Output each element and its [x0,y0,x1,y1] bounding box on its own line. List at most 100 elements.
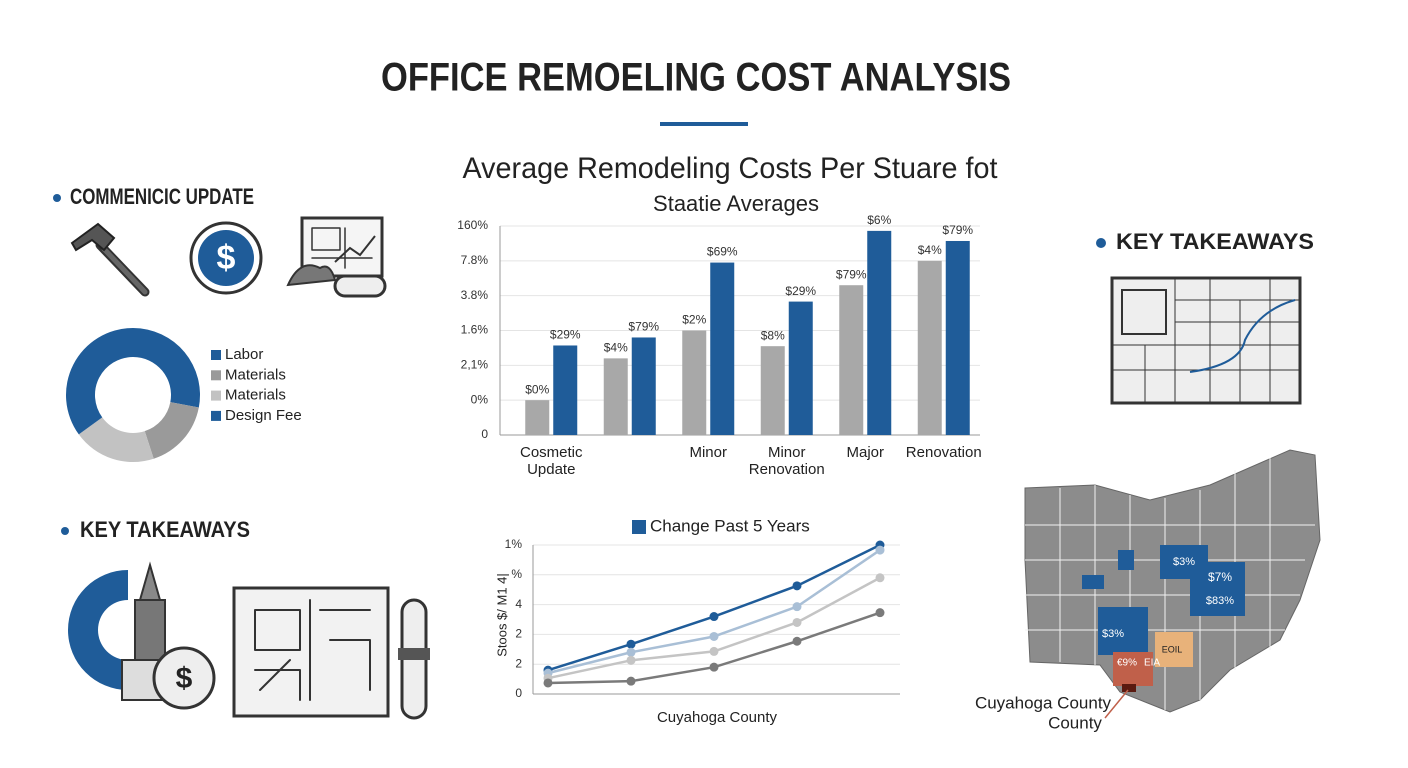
map-label: $83% [1206,595,1234,607]
x-tick-label-box: Renovation [905,445,982,461]
x-tick-label: Cosmetic Update [519,445,583,478]
bar-annotation: $79% [628,320,659,334]
y-tick-label: 2,1% [461,358,489,372]
legend-label: Materials [225,366,286,383]
legend-label: Labor [225,346,263,363]
bar-annotation: $6% [867,213,891,227]
takeaway-icons: $ [68,561,430,720]
bullet [61,527,69,535]
bar [710,262,735,435]
x-tick-label-box: Minor [689,445,727,461]
bar-annotation: $69% [707,245,738,259]
bar-annotation: $29% [550,328,581,342]
y-axis-label: Stoos $/ M1 4| [494,573,509,657]
point [626,647,636,657]
bar-annotation: $0% [525,382,549,396]
map-label: $7% [1208,570,1232,584]
legend-swatch [211,370,221,381]
bar [917,260,942,435]
bullet [53,194,61,202]
y-tick-label: 0% [471,392,489,406]
x-tick-label: Minor [689,445,727,461]
y-tick-label: 2 [515,627,522,641]
legend-swatch [211,350,221,360]
map-label: County [1048,713,1102,732]
legend-swatch [211,390,221,401]
y-tick-label: 3.8% [461,288,489,302]
x-tick-label-box: Cosmetic Update [519,445,583,478]
dollar-icon: $ [189,221,263,295]
point [709,612,719,622]
y-tick-label: 4 [515,597,522,611]
section-heading: KEY TAKEAWAYS [1116,229,1314,254]
y-tick-label: 2 [515,656,522,670]
map-label: $3% [1102,628,1124,640]
x-axis-label: Cuyahoga County [657,709,778,726]
point [709,646,719,656]
pie-segment [133,328,200,408]
pie-segment [65,328,133,435]
point [709,662,719,672]
y-tick-label: 1% [505,537,523,551]
y-tick-label: 160% [457,218,488,232]
bar [682,330,707,435]
svg-text:$: $ [176,662,193,695]
y-tick-label: 0 [481,427,488,441]
point [875,608,885,618]
bar [945,240,970,435]
title-underline [660,122,748,126]
x-tick-label-box: Major [846,445,884,461]
point [792,617,802,627]
point [875,573,885,583]
x-tick-label: Renovation [905,445,982,461]
blueprint-icon [286,216,387,298]
point [626,676,636,686]
point [792,581,802,591]
legend-swatch [632,520,646,534]
chart-subtitle: Staatie Averages [653,191,819,216]
x-tick-label: Minor Renovation [748,445,825,478]
pie-segment [144,402,199,459]
hammer-icon [70,222,150,297]
bar [525,400,550,435]
map-label: €9% [1117,658,1137,669]
x-tick-label: Major [846,445,884,461]
y-tick-label: % [511,567,522,581]
bar [839,285,864,435]
bar-annotation: $2% [682,313,706,327]
map-icon [1110,276,1302,405]
pie-segment [78,417,154,462]
map-label: EOIL [1162,644,1183,654]
legend-label: Design Fee [225,407,302,424]
bar-annotation: $4% [918,243,942,257]
point [626,655,636,665]
page-title: OFFICE REMOELING COST ANALYSIS [381,56,1011,100]
map-label: EIA [1144,658,1160,669]
bullet [1096,238,1106,248]
x-tick-label-box: Minor Renovation [748,445,825,478]
bar [553,345,578,435]
point [626,639,636,649]
section-heading: KEY TAKEAWAYS [80,517,250,542]
legend-swatch [211,410,221,421]
section-heading: COMMENICIC UPDATE [70,184,254,209]
point [543,678,553,688]
bar-annotation: $4% [604,341,628,355]
point [792,602,802,612]
chart-title: Average Remodeling Costs Per Stuare fot [463,152,999,185]
y-tick-label: 7.8% [461,253,489,267]
bar-annotation: $79% [836,267,867,281]
y-tick-label: 0 [515,686,522,700]
bar [631,337,656,435]
bar [603,358,628,435]
bar-annotation: $79% [942,223,973,237]
point [709,631,719,641]
bar-annotation: $29% [785,284,816,298]
bar [760,346,785,435]
map-label: Cuyahoga County [975,693,1112,712]
y-tick-label: 1.6% [461,323,489,337]
legend-label: Change Past 5 Years [650,516,810,535]
legend-label: Materials [225,387,286,404]
map-label: $3% [1173,556,1195,568]
